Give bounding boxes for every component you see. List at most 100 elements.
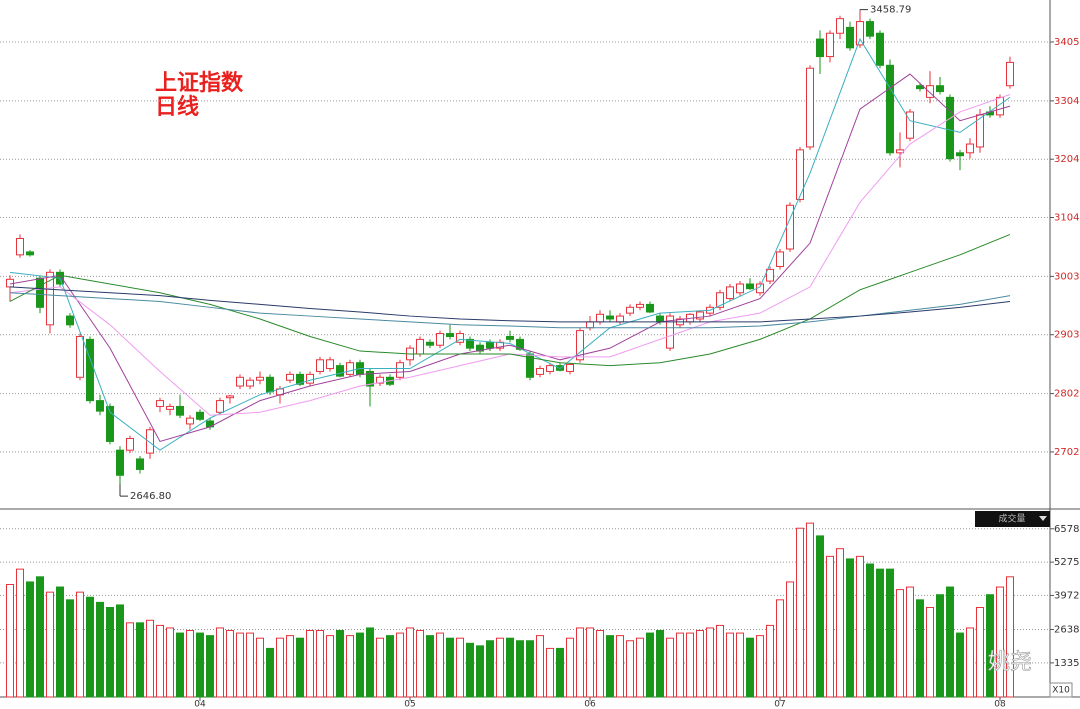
- volume-bar: [766, 624, 774, 698]
- volume-bar: [596, 630, 604, 698]
- candle-body: [946, 96, 954, 160]
- volume-bar: [326, 635, 334, 698]
- volume-bar: [876, 568, 884, 698]
- candle-body: [766, 268, 774, 282]
- candle-body: [286, 373, 294, 381]
- candle-body: [186, 417, 194, 425]
- x-tick-label: 06: [584, 700, 596, 709]
- candle-body: [746, 283, 754, 290]
- candle-body: [476, 344, 484, 352]
- candle-body: [786, 204, 794, 250]
- volume-bar: [566, 637, 574, 698]
- candle-body: [46, 271, 54, 326]
- chart-subtitle: 日线: [155, 94, 199, 120]
- candle-body: [566, 363, 574, 372]
- volume-bar: [456, 637, 464, 698]
- candle-body: [126, 438, 134, 451]
- candle-body: [856, 21, 864, 46]
- volume-bar: [676, 632, 684, 698]
- candle-body: [256, 376, 264, 381]
- volume-bar: [936, 594, 944, 698]
- candle-body: [246, 379, 254, 387]
- candle-body: [716, 292, 724, 308]
- volume-bar: [166, 627, 174, 698]
- moving-average-line: [9, 73, 1011, 443]
- volume-bar: [386, 635, 394, 698]
- candle-body: [76, 335, 84, 378]
- volume-bar: [796, 527, 804, 698]
- volume-bar: [526, 640, 534, 698]
- candle-body: [16, 238, 24, 256]
- volume-bar: [196, 632, 204, 698]
- chart-title: 上证指数: [155, 70, 244, 96]
- volume-bar: [806, 522, 814, 698]
- candle-body: [876, 32, 884, 66]
- candle-body: [616, 315, 624, 323]
- volume-bar: [576, 627, 584, 698]
- volume-y-tick-label: 2638: [1054, 625, 1079, 636]
- volume-bar: [56, 586, 64, 698]
- candle-body: [796, 149, 804, 200]
- volume-bar: [996, 586, 1004, 698]
- y-tick-label: 2702: [1054, 447, 1079, 458]
- volume-bar: [146, 619, 154, 698]
- volume-bar: [886, 568, 894, 698]
- volume-bar: [86, 596, 94, 698]
- candle-body: [646, 303, 654, 313]
- candle-body: [66, 315, 74, 326]
- volume-bar: [836, 548, 844, 698]
- volume-bar: [906, 586, 914, 698]
- volume-bar: [236, 632, 244, 698]
- candle-body: [866, 21, 874, 37]
- candle-body: [226, 395, 234, 399]
- volume-bar: [66, 599, 74, 698]
- volume-bar: [486, 640, 494, 698]
- volume-bar: [436, 632, 444, 698]
- volume-bar: [606, 635, 614, 698]
- volume-bar: [306, 630, 314, 698]
- volume-bar: [36, 576, 44, 698]
- volume-bar: [336, 630, 344, 698]
- candle-body: [176, 405, 184, 416]
- volume-bar: [6, 583, 14, 698]
- volume-bar: [186, 630, 194, 698]
- candle-body: [346, 362, 354, 375]
- volume-bar: [616, 635, 624, 698]
- volume-bar: [376, 637, 384, 698]
- volume-bar: [16, 568, 24, 698]
- candle-body: [586, 321, 594, 329]
- volume-bar: [516, 640, 524, 698]
- volume-y-tick-label: 5275: [1054, 557, 1079, 568]
- candle-body: [326, 359, 334, 370]
- candle-body: [306, 373, 314, 384]
- y-tick-label: 2903: [1054, 330, 1079, 341]
- annotation-label: 2646.80: [130, 491, 171, 502]
- volume-bar: [176, 632, 184, 698]
- candle-body: [116, 449, 124, 476]
- volume-bar: [406, 627, 414, 698]
- volume-bar: [1006, 576, 1014, 698]
- candle-body: [536, 368, 544, 375]
- volume-bar: [756, 635, 764, 698]
- candle-body: [106, 405, 114, 442]
- volume-bar: [536, 635, 544, 698]
- x-tick-label: 04: [194, 700, 206, 709]
- candle-body: [366, 370, 374, 387]
- candle-body: [336, 365, 344, 377]
- candle-body: [266, 376, 274, 393]
- volume-bar: [96, 601, 104, 698]
- volume-bar: [76, 591, 84, 698]
- moving-average-line: [9, 233, 1011, 367]
- volume-bar: [26, 581, 34, 698]
- volume-bar: [826, 555, 834, 698]
- x-tick-label: 07: [774, 700, 785, 709]
- y-tick-label: 3003: [1054, 271, 1079, 282]
- volume-bar: [786, 581, 794, 698]
- volume-y-tick-label: 1335: [1054, 658, 1079, 669]
- y-tick-label: 3405: [1054, 37, 1079, 48]
- volume-bar: [136, 622, 144, 698]
- volume-bar: [636, 637, 644, 698]
- volume-bar: [856, 555, 864, 698]
- candle-body: [96, 400, 104, 412]
- candle-body: [196, 411, 204, 420]
